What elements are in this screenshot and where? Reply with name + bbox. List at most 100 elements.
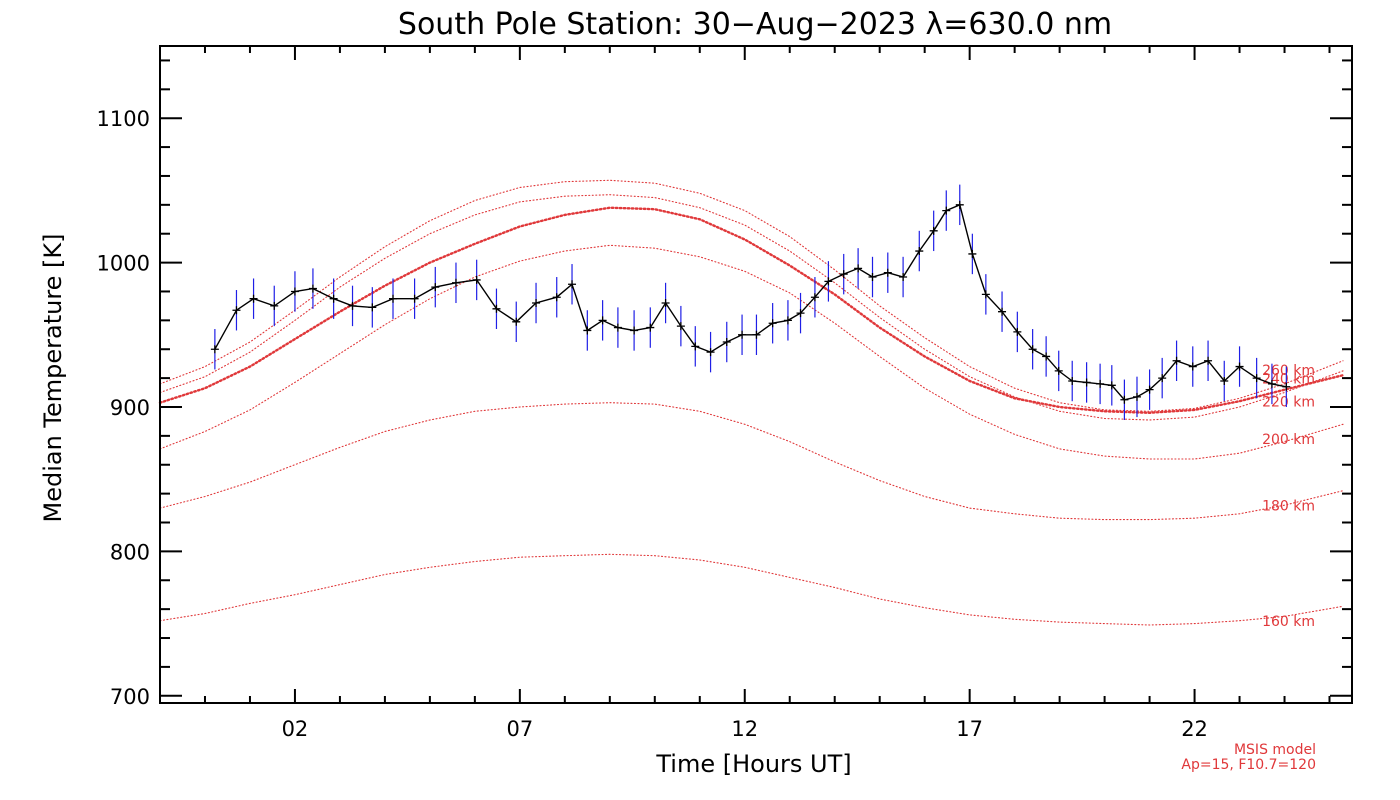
- data-point-23: [646, 323, 655, 332]
- model-note-line1: MSIS model: [1234, 742, 1316, 758]
- data-point-49: [1028, 345, 1037, 354]
- data-point-43: [942, 206, 951, 215]
- data-point-1: [232, 306, 241, 315]
- y-tick-label-3: 1000: [97, 252, 150, 276]
- data-point-0: [210, 345, 219, 354]
- data-point-58: [1145, 385, 1154, 394]
- data-point-25: [676, 322, 685, 331]
- data-point-47: [998, 307, 1007, 316]
- chart-title: South Pole Station: 30−Aug−2023 λ=630.0 …: [398, 7, 1112, 42]
- data-point-64: [1235, 362, 1244, 371]
- model-curve-1: [159, 194, 1344, 421]
- data-point-16: [532, 299, 541, 308]
- model-curve-label-1: 240 km: [1262, 372, 1315, 388]
- y-axis-title: Median Temperature [K]: [39, 233, 67, 522]
- model-curve-label-2: 220 km: [1262, 395, 1315, 411]
- model-curves: [158, 179, 1345, 626]
- data-point-33: [796, 309, 805, 318]
- data-point-34: [810, 293, 819, 302]
- data-point-6: [329, 294, 338, 303]
- model-curve-2: [158, 206, 1345, 415]
- data-point-36: [839, 270, 848, 279]
- model-curve-label-3: 200 km: [1262, 432, 1315, 448]
- data-point-4: [290, 287, 299, 296]
- data-point-37: [854, 264, 863, 273]
- data-point-10: [410, 294, 419, 303]
- error-bars: [214, 184, 1287, 420]
- data-point-65: [1252, 374, 1261, 383]
- data-point-67: [1282, 382, 1291, 391]
- data-point-13: [472, 275, 481, 284]
- data-point-29: [738, 330, 747, 339]
- data-point-9: [389, 294, 398, 303]
- data-point-31: [768, 319, 777, 328]
- data-point-3: [270, 301, 279, 310]
- model-curve-label-4: 180 km: [1262, 499, 1315, 515]
- data-point-22: [630, 326, 639, 335]
- data-point-30: [752, 330, 761, 339]
- data-point-28: [722, 338, 731, 347]
- data-point-18: [568, 280, 577, 289]
- data-point-17: [552, 293, 561, 302]
- data-point-59: [1158, 374, 1167, 383]
- model-curve-5: [159, 553, 1344, 626]
- plot-border: [159, 45, 1353, 704]
- data-point-54: [1096, 379, 1105, 388]
- data-point-45: [968, 249, 977, 258]
- model-curve-3: [159, 244, 1344, 460]
- x-tick-label-0: 02: [282, 717, 309, 741]
- y-axis-ticks: 700 800 900 1000 1100: [97, 59, 1352, 709]
- data-point-41: [915, 247, 924, 256]
- data-point-61: [1188, 362, 1197, 371]
- data-point-46: [981, 290, 990, 299]
- data-point-51: [1054, 366, 1063, 375]
- data-point-53: [1082, 378, 1091, 387]
- data-point-52: [1068, 376, 1077, 385]
- data-point-15: [512, 317, 521, 326]
- y-tick-label-4: 1100: [97, 107, 150, 131]
- model-curve-label-0: 260 km: [1262, 363, 1315, 379]
- data-point-11: [431, 283, 440, 292]
- data-point-20: [598, 316, 607, 325]
- data-point-55: [1107, 381, 1116, 390]
- data-point-57: [1132, 392, 1141, 401]
- measurement-line: [214, 203, 1287, 401]
- data-point-63: [1220, 376, 1229, 385]
- data-point-27: [706, 348, 715, 357]
- y-tick-label-1: 800: [110, 540, 150, 564]
- x-axis-title: Time [Hours UT]: [655, 750, 851, 778]
- data-point-12: [451, 278, 460, 287]
- y-tick-label-0: 700: [110, 685, 150, 709]
- data-point-62: [1204, 356, 1213, 365]
- x-axis-ticks: 02 07 12 17 22: [159, 46, 1331, 741]
- model-note-line2: Ap=15, F10.7=120: [1181, 757, 1316, 773]
- data-point-21: [613, 323, 622, 332]
- data-point-44: [955, 200, 964, 209]
- x-tick-label-2: 12: [731, 717, 758, 741]
- model-curve-label-5: 160 km: [1262, 614, 1315, 630]
- x-tick-label-4: 22: [1181, 717, 1208, 741]
- data-point-38: [868, 273, 877, 282]
- data-point-35: [824, 277, 833, 286]
- data-point-7: [348, 301, 357, 310]
- data-point-8: [368, 303, 377, 312]
- data-point-14: [492, 304, 501, 313]
- measurement-markers: [210, 200, 1291, 404]
- data-point-5: [308, 284, 317, 293]
- plot-frame: [159, 45, 1353, 704]
- data-point-2: [249, 294, 258, 303]
- data-point-24: [661, 299, 670, 308]
- data-point-56: [1120, 395, 1129, 404]
- data-point-42: [929, 226, 938, 235]
- model-curve-0: [159, 179, 1344, 412]
- model-curve-4: [159, 402, 1344, 521]
- y-tick-label-2: 900: [110, 396, 150, 420]
- data-point-66: [1267, 379, 1276, 388]
- data-point-40: [899, 273, 908, 282]
- data-point-48: [1013, 327, 1022, 336]
- x-tick-label-1: 07: [506, 717, 533, 741]
- data-point-19: [583, 326, 592, 335]
- x-tick-label-3: 17: [956, 717, 983, 741]
